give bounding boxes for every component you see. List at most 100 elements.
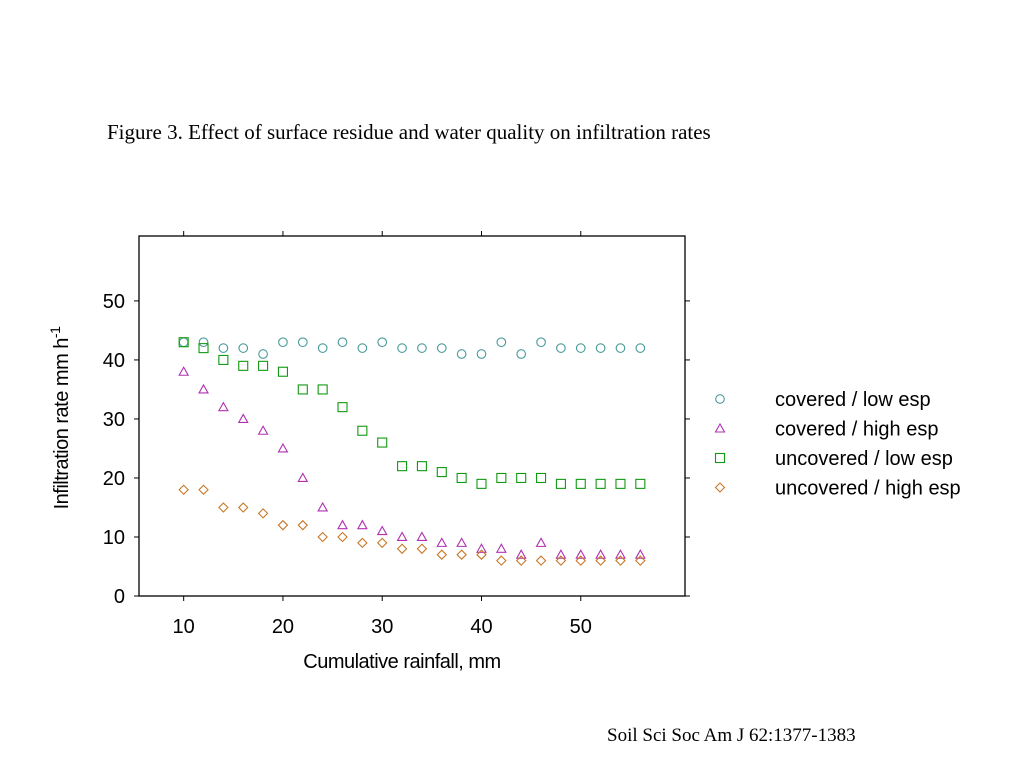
triangle-data-point: [356, 519, 368, 530]
x-tick-label: 10: [173, 616, 195, 638]
diamond-data-point: [257, 508, 269, 519]
triangle-data-point: [615, 549, 626, 559]
circle-data-point: [436, 343, 447, 353]
circle-data-point: [496, 337, 507, 348]
legend-circle-marker: [715, 394, 725, 404]
circle-data-point: [357, 343, 368, 353]
diamond-data-point: [376, 537, 388, 549]
circle-data-point: [377, 337, 388, 348]
square-data-point: [377, 437, 388, 448]
circle-data-point: [317, 343, 328, 353]
circle-data-point: [337, 337, 348, 348]
diamond-data-point: [555, 555, 567, 566]
diamond-data-point: [218, 502, 229, 513]
x-tick-label: 20: [272, 616, 294, 638]
triangle-data-point: [456, 537, 468, 547]
square-data-point: [337, 402, 348, 413]
triangle-data-point: [376, 525, 388, 536]
diamond-data-point: [615, 555, 626, 566]
triangle-data-point: [317, 501, 329, 512]
y-tick-label: 0: [114, 586, 125, 608]
tick-labels: 10 20 30 40 50 0 10 20 30 40 50: [103, 291, 592, 638]
triangle-data-point: [595, 549, 607, 559]
square-data-point: [635, 478, 646, 489]
plot-frame: [138, 235, 686, 597]
triangle-data-point: [198, 383, 209, 394]
square-data-point: [238, 360, 249, 371]
circle-data-point: [516, 349, 527, 359]
square-data-point: [595, 478, 606, 489]
diamond-data-point: [416, 543, 428, 555]
square-data-point: [416, 461, 427, 472]
y-tick-label: 10: [103, 527, 125, 549]
y-axis-label-superscript: -1: [47, 326, 63, 338]
square-data-point: [496, 472, 507, 484]
diamond-data-point: [515, 555, 527, 566]
square-data-point: [575, 478, 586, 489]
triangle-data-point: [178, 366, 190, 376]
triangle-data-point: [535, 537, 547, 547]
square-data-point: [178, 337, 189, 348]
y-tick-label: 20: [103, 468, 125, 490]
diamond-data-point: [535, 555, 547, 566]
triangle-data-point: [257, 425, 269, 435]
triangle-data-point: [476, 543, 487, 553]
y-tick-label: 30: [103, 409, 125, 431]
diamond-data-point: [396, 543, 408, 555]
square-data-point: [198, 343, 209, 354]
square-data-point: [615, 478, 626, 489]
data-points: [178, 337, 646, 566]
legend-entry-label: uncovered / low esp: [775, 448, 953, 470]
circle-data-point: [635, 343, 646, 353]
circle-data-point: [456, 349, 467, 359]
legend-square-marker: [714, 452, 726, 464]
diamond-data-point: [317, 531, 328, 543]
circle-data-point: [278, 337, 288, 348]
circle-data-point: [297, 337, 308, 348]
circle-data-point: [397, 343, 407, 353]
square-data-point: [555, 478, 566, 489]
circle-data-point: [178, 337, 189, 348]
diamond-data-point: [635, 555, 646, 566]
diamond-data-point: [237, 502, 249, 513]
diamond-data-point: [496, 555, 507, 566]
diamond-data-point: [277, 519, 289, 531]
y-tick-label: 50: [103, 291, 125, 313]
circle-data-point: [198, 337, 209, 348]
triangle-data-point: [515, 549, 527, 559]
square-data-point: [357, 425, 368, 436]
diamond-data-point: [476, 549, 487, 560]
triangle-data-point: [217, 401, 229, 412]
triangle-data-point: [436, 537, 448, 547]
axes: [138, 235, 686, 597]
diamond-data-point: [436, 549, 448, 560]
legend-entry-label: covered / low esp: [775, 389, 931, 411]
diamond-data-point: [337, 531, 348, 543]
x-tick-label: 30: [371, 616, 393, 638]
circle-data-point: [615, 343, 626, 353]
figure-caption: Figure 3. Effect of surface residue and …: [107, 120, 711, 144]
legend: covered / low esp covered / high esp uncov…: [714, 389, 961, 500]
diamond-data-point: [198, 484, 209, 496]
triangle-data-point: [396, 531, 408, 542]
diamond-data-point: [178, 484, 189, 496]
y-tick-label: 40: [103, 350, 125, 372]
triangle-data-point: [575, 549, 587, 559]
circle-data-point: [595, 343, 606, 353]
square-data-point: [516, 472, 527, 484]
triangle-data-point: [555, 549, 567, 559]
circle-data-point: [476, 349, 487, 359]
triangle-data-point: [337, 519, 348, 530]
tick-marks: [134, 231, 690, 601]
citation: Soil Sci Soc Am J 62:1377-1383: [607, 725, 856, 746]
x-tick-label: 50: [570, 616, 592, 638]
square-data-point: [317, 384, 328, 395]
legend-triangle-marker: [714, 422, 726, 433]
square-data-point: [476, 478, 487, 489]
circle-data-point: [238, 343, 249, 353]
square-data-point: [397, 461, 408, 472]
triangle-data-point: [495, 543, 507, 553]
x-axis-label: Cumulative rainfall, mm: [303, 651, 500, 673]
circle-data-point: [536, 337, 546, 348]
